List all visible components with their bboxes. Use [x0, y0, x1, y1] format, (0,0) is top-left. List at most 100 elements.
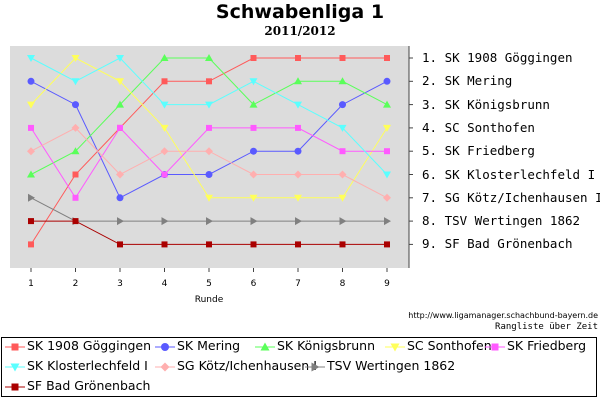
data-point: [71, 78, 80, 86]
legend-label: TSV Wertingen 1862: [327, 358, 456, 373]
data-point: [27, 147, 35, 156]
y-tick-label: 6. SK Klosterlechfeld I: [422, 166, 596, 182]
x-axis-title: Runde: [195, 295, 224, 305]
data-point: [160, 54, 169, 61]
legend-marker: [260, 342, 270, 351]
data-point: [117, 124, 123, 131]
data-point: [71, 55, 80, 62]
legend-label: SC Sonthofen: [407, 338, 492, 353]
x-tick-label: 4: [162, 279, 168, 289]
data-point: [383, 171, 391, 179]
data-point: [160, 124, 169, 132]
data-point: [27, 170, 35, 178]
legend-label: SG Kötz/Ichenhausen I: [177, 358, 317, 373]
data-point: [339, 241, 346, 248]
data-point: [383, 100, 391, 108]
data-point: [294, 194, 302, 202]
y-tick-label: 1. SK 1908 Göggingen: [422, 50, 573, 65]
data-point: [250, 147, 257, 155]
series-3: [27, 54, 391, 178]
data-point: [72, 218, 79, 225]
data-point: [205, 101, 213, 109]
chart-subtitle: 2011/2012: [264, 24, 336, 38]
data-point: [250, 124, 257, 131]
legend-marker: [160, 362, 170, 372]
legend-marker: [161, 343, 169, 351]
y-tick-label: 3. SK Königsbrunn: [422, 96, 550, 112]
data-point: [384, 148, 390, 155]
data-point: [383, 193, 391, 202]
data-point: [117, 217, 124, 226]
data-point: [28, 193, 35, 202]
data-point: [338, 170, 347, 179]
x-tick-label: 7: [295, 279, 301, 289]
data-point: [206, 78, 212, 85]
legend-swatch: [5, 363, 25, 372]
data-point: [117, 241, 123, 248]
data-point: [250, 241, 257, 248]
data-point: [383, 124, 391, 132]
data-point: [294, 170, 302, 179]
data-point: [295, 124, 301, 131]
legend-swatch: [155, 343, 175, 351]
data-point: [339, 217, 347, 226]
legend-label: SK Königsbrunn: [277, 338, 376, 353]
data-point: [250, 217, 258, 226]
data-point: [28, 241, 34, 248]
legend-swatch: [255, 342, 275, 351]
data-point: [116, 170, 124, 179]
data-point: [339, 101, 346, 109]
legend-label: SK Klosterlechfeld I: [27, 358, 148, 373]
y-tick-label: 5. SK Friedberg: [422, 143, 535, 159]
legend-label: SK Mering: [177, 338, 241, 353]
data-point: [338, 124, 347, 132]
legend-label: SK 1908 Göggingen: [27, 338, 152, 353]
data-point: [338, 194, 347, 202]
data-point: [71, 147, 80, 155]
data-point: [205, 171, 213, 178]
series-layer: [27, 54, 391, 248]
data-point: [27, 77, 35, 85]
data-point: [161, 217, 169, 226]
data-point: [295, 241, 301, 248]
data-point: [384, 55, 390, 61]
source-url: http://www.ligamanager.schachbund-bayern…: [408, 311, 598, 320]
y-axis-ticks: [409, 57, 413, 245]
legend-swatch: [305, 362, 325, 372]
data-point: [383, 77, 391, 85]
data-point: [206, 241, 212, 248]
data-point: [249, 170, 258, 179]
data-point: [384, 217, 391, 226]
data-point: [160, 147, 169, 156]
data-point: [161, 171, 168, 178]
data-point: [205, 54, 213, 61]
data-point: [116, 194, 124, 202]
data-point: [160, 101, 169, 109]
chart-title: Schwabenliga 1: [215, 1, 385, 23]
data-point: [249, 194, 258, 202]
data-point: [72, 171, 79, 178]
legend-marker: [10, 363, 20, 372]
data-point: [339, 55, 346, 61]
x-tick-label: 5: [206, 279, 212, 289]
footer-caption: Rangliste über Zeit: [495, 322, 598, 332]
series-9: [28, 218, 390, 248]
legend-swatch: [155, 362, 175, 372]
data-point: [249, 100, 258, 108]
x-axis: 1 2 3 4 5 6 7 8 9: [28, 268, 390, 289]
y-tick-label: 7. SG Kötz/Ichenhausen I: [422, 189, 600, 205]
data-point: [294, 77, 302, 85]
legend-marker: [390, 343, 400, 352]
data-point: [384, 241, 390, 248]
data-point: [71, 123, 80, 132]
data-point: [205, 147, 213, 156]
series-4: [27, 55, 391, 202]
x-tick-label: 1: [28, 279, 34, 289]
data-point: [116, 100, 124, 108]
data-point: [116, 78, 124, 86]
data-point: [250, 55, 257, 61]
legend: SK 1908 Göggingen SK Mering SK Königsbrunn…: [1, 337, 597, 397]
legend-swatch: [5, 383, 25, 391]
legend-swatch: [5, 343, 25, 351]
data-point: [339, 148, 346, 155]
